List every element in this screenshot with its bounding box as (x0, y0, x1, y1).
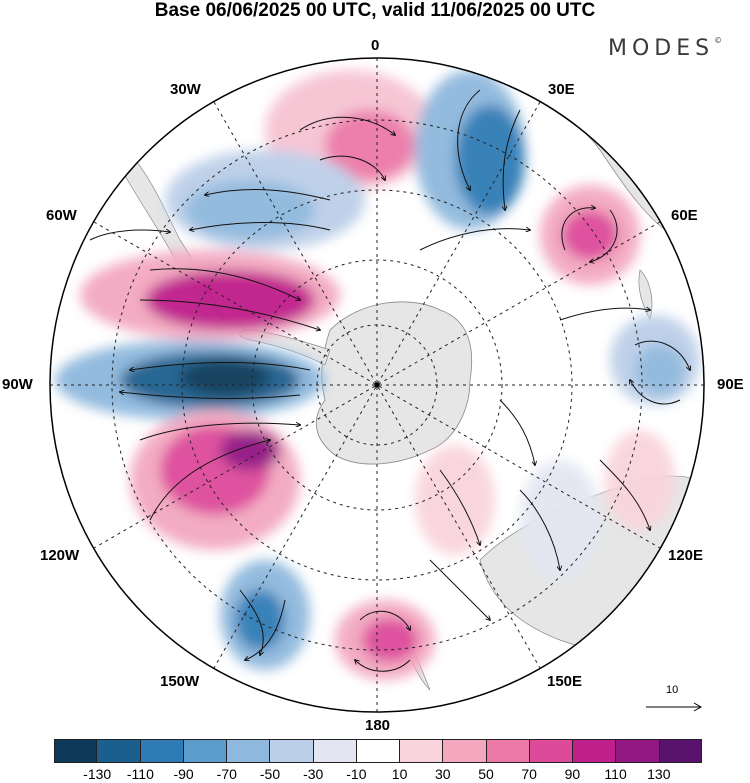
wind-streamlines (89, 89, 690, 672)
colorbar-tick-label: 50 (478, 766, 494, 782)
colorbar-swatch (227, 739, 271, 763)
anomaly-field (55, 70, 700, 680)
lon-label-60w: 60W (46, 207, 77, 224)
colorbar-swatch (529, 739, 574, 763)
lon-label-60e: 60E (671, 207, 698, 224)
brand-mark: © (714, 36, 723, 45)
lon-label-30w: 30W (170, 81, 201, 98)
colorbar-tick-label: 10 (391, 766, 408, 782)
colorbar-swatch (313, 739, 357, 763)
map-boundary (49, 57, 705, 713)
chart-title: Base 06/06/2025 00 UTC, valid 11/06/2025… (154, 0, 596, 21)
lon-label-120e: 120E (668, 547, 704, 564)
colorbar-swatch (616, 739, 660, 763)
colorbar-tick-label: -110 (126, 766, 154, 782)
colorbar-swatch (54, 739, 98, 763)
colorbar (54, 739, 702, 763)
lon-label-150w: 150W (160, 673, 200, 690)
colorbar-tick-label: 70 (521, 766, 537, 782)
colorbar-tick-label: -10 (346, 766, 367, 782)
antarctica (316, 301, 473, 465)
brand-text: MODES (608, 36, 715, 61)
colorbar-swatch (183, 739, 228, 763)
colorbar-ticks: -130 -110 -90 -70 -50 -30 -10 10 30 50 70 90 110 130 (0, 766, 750, 783)
lon-label-120w: 120W (40, 547, 80, 564)
polar-map (49, 57, 705, 713)
colorbar-swatch (573, 739, 617, 763)
reference-vector-label: 10 (666, 684, 679, 696)
south-pole-marker (374, 382, 380, 388)
map-disc (50, 58, 704, 712)
lon-label-0: 0 (371, 37, 380, 54)
reference-vector-arrow (646, 702, 703, 712)
colorbar-swatch (356, 739, 401, 763)
colorbar-tick-label: -90 (173, 766, 194, 782)
colorbar-tick-label: 130 (647, 766, 671, 782)
colorbar-tick-label: 110 (604, 766, 627, 782)
colorbar-tick-label: -30 (303, 766, 324, 782)
colorbar-swatch (97, 739, 141, 763)
colorbar-tick-label: -70 (216, 766, 237, 782)
colorbar-tick-label: 30 (435, 766, 451, 782)
colorbar-tick-label: -50 (259, 766, 281, 782)
colorbar-swatch (400, 739, 444, 763)
colorbar-swatch (140, 739, 184, 763)
graticule (50, 58, 704, 712)
colorbar-swatch (659, 739, 702, 763)
modes-logo: MODES© (608, 36, 722, 61)
lon-label-180: 180 (365, 717, 391, 734)
colorbar-tick-label: 90 (564, 766, 581, 782)
colorbar-tick-label: -130 (83, 766, 112, 782)
lon-label-150e: 150E (547, 673, 583, 690)
colorbar-swatch (443, 739, 487, 763)
lon-label-90w: 90W (2, 376, 33, 393)
colorbar-swatch (486, 739, 530, 763)
colorbar-swatch (270, 739, 314, 763)
lon-label-90e: 90E (717, 376, 744, 393)
lon-label-30e: 30E (548, 81, 575, 98)
